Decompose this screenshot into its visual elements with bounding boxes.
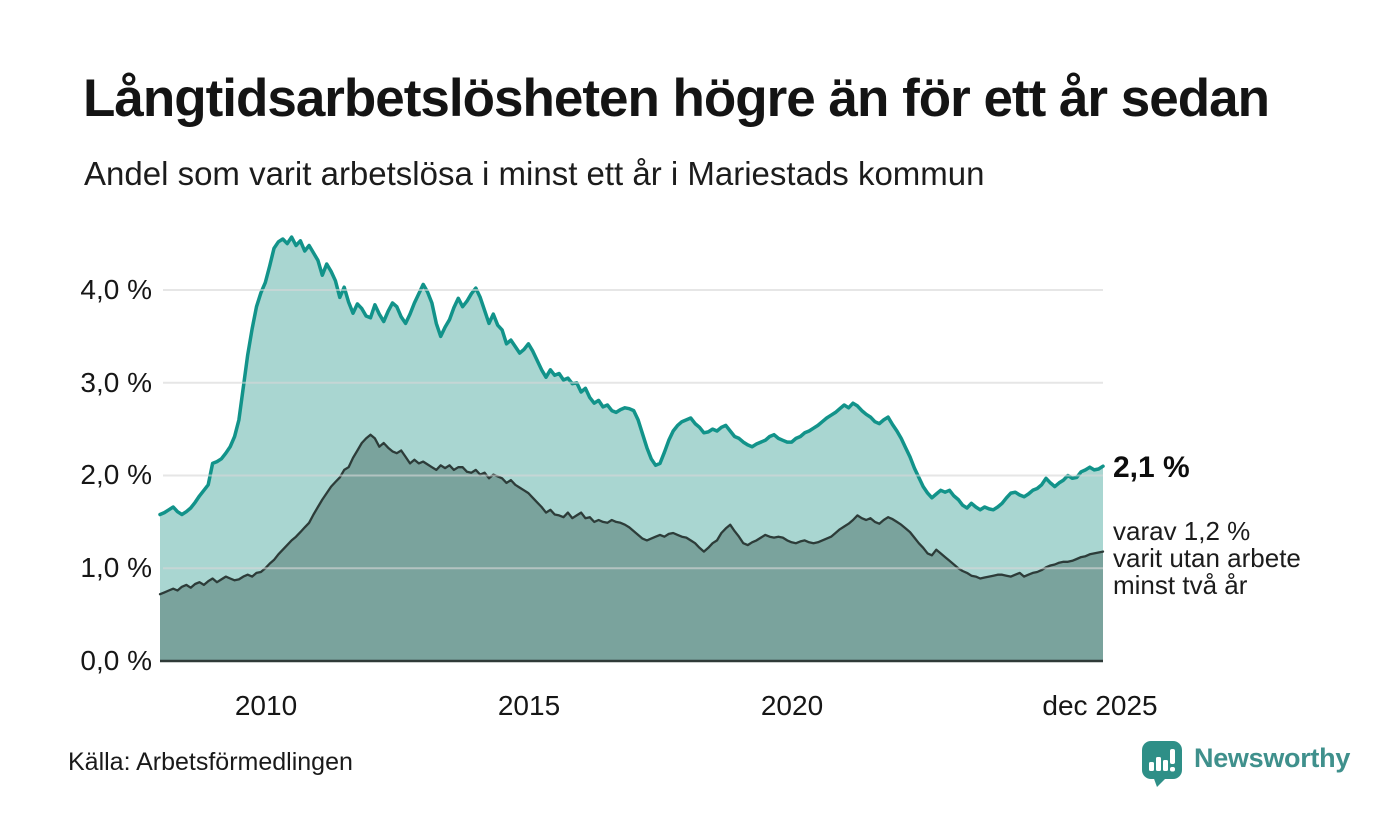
chart-subtitle: Andel som varit arbetslösa i minst ett å… bbox=[84, 155, 985, 192]
newsworthy-logo: Newsworthy bbox=[1141, 740, 1350, 788]
x-axis-label-2015: 2015 bbox=[497, 690, 561, 721]
y-axis-label-3: 3,0 % bbox=[80, 367, 152, 398]
source-label: Källa: Arbetsförmedlingen bbox=[68, 748, 353, 776]
end-note-line-2: varit utan arbete bbox=[1113, 543, 1301, 573]
x-axis-label-2010: 2010 bbox=[234, 690, 298, 721]
y-axis-label-4: 4,0 % bbox=[80, 274, 152, 305]
line-minst-ett-ar bbox=[158, 235, 1105, 517]
newsworthy-logo-icon bbox=[1142, 741, 1182, 787]
y-axis-label-1: 1,0 % bbox=[80, 552, 152, 583]
y-axis-label-2: 2,0 % bbox=[80, 459, 152, 490]
x-axis-label-dec-2025: dec 2025 bbox=[1042, 690, 1158, 721]
y-axis-label-0: 0,0 % bbox=[80, 645, 152, 676]
end-note-line-3: minst två år bbox=[1113, 570, 1248, 600]
x-axis-label-2020: 2020 bbox=[760, 690, 824, 721]
area-fill-minst-tva-ar bbox=[160, 434, 1103, 661]
newsworthy-wordmark: Newsworthy bbox=[1194, 743, 1351, 773]
page-title: Långtidsarbetslösheten högre än för ett … bbox=[83, 69, 1270, 128]
end-note-annotation: varav 1,2 % varit utan arbete minst två … bbox=[1113, 518, 1301, 599]
end-note-line-1: varav 1,2 % bbox=[1113, 516, 1251, 546]
line-minst-tva-ar bbox=[158, 433, 1105, 596]
gridlines bbox=[163, 289, 1103, 570]
end-value-annotation: 2,1 % bbox=[1113, 451, 1190, 484]
